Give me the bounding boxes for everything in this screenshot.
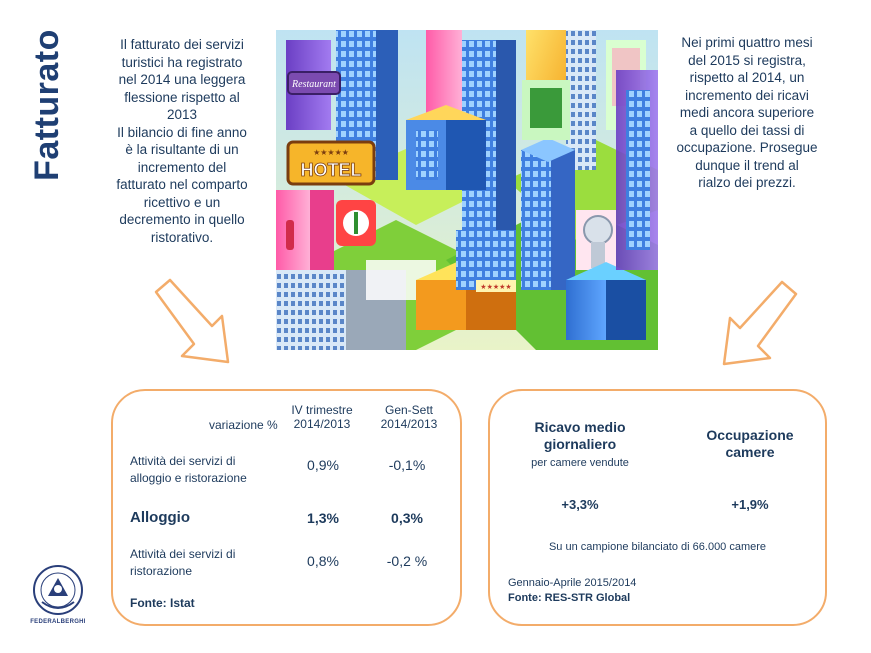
kpi-box: Ricavo medio giornaliero per camere vend… <box>488 389 827 626</box>
seal-icon <box>33 565 83 615</box>
col-header-line: Gen-Sett <box>384 403 434 417</box>
header-label: variazione % <box>209 418 278 432</box>
table-cell: 1,3% <box>307 510 339 526</box>
svg-text:★★★★★: ★★★★★ <box>313 148 349 157</box>
col-header-q4: IV trimestre 2014/2013 <box>281 403 363 431</box>
right-description: Nei primi quattro mesi del 2015 si regis… <box>668 34 826 192</box>
left-description: Il fatturato dei servizi turistici ha re… <box>106 36 258 246</box>
source-note: Fonte: Istat <box>130 596 195 610</box>
svg-text:★★★★★: ★★★★★ <box>480 283 511 291</box>
table-cell: 0,3% <box>391 510 423 526</box>
col-header-line: 2014/2013 <box>293 417 351 431</box>
text-line: del 2015 si registra, <box>688 52 806 68</box>
text-line: incremento del <box>137 159 227 175</box>
col-header-line: IV trimestre <box>291 403 353 417</box>
source-note: Fonte: RES-STR Global <box>508 592 631 604</box>
row-label-line: alloggio e ristorazione <box>130 471 247 485</box>
table-cell: 0,8% <box>307 553 339 569</box>
row-label-line: ristorazione <box>130 564 193 578</box>
text-line: flessione rispetto al <box>124 89 240 105</box>
text-line: Il bilancio di fine anno <box>117 124 247 140</box>
col-header-gen-sett: Gen-Sett 2014/2013 <box>373 403 445 431</box>
table-cell: -0,2 % <box>386 553 428 569</box>
text-line: fatturato nel comparto <box>116 177 248 192</box>
kpi-title-occupancy: Occupazione camere <box>680 427 820 461</box>
table-row-label: Alloggio <box>130 509 190 526</box>
period-note: Gennaio-Aprile 2015/2014 <box>508 577 637 589</box>
text-line: Il fatturato dei servizi <box>120 37 244 52</box>
kpi-title-line: giornaliero <box>543 436 617 452</box>
kpi-title-line: Ricavo medio <box>534 419 626 435</box>
restaurant-sign: Restaurant <box>291 79 336 90</box>
logo-label: FEDERALBERGHI <box>30 619 86 625</box>
table-cell: 0,9% <box>307 457 339 473</box>
text-line: nel 2014 una leggera <box>118 72 246 87</box>
sample-note: Su un campione bilanciato di 66.000 came… <box>548 541 767 553</box>
city-illustration: Restaurant ★★★★★ HOTEL ★★★★★ <box>276 30 658 350</box>
text-line: ricettivo e un <box>143 194 221 210</box>
text-line: Nei primi quattro mesi <box>681 35 813 50</box>
kpi-value-revenue: +3,3% <box>561 497 599 512</box>
kpi-title-line: Occupazione <box>706 427 794 443</box>
text-line: medi ancora superiore <box>679 105 815 120</box>
text-line: rialzo dei prezzi. <box>698 175 796 190</box>
text-line: turistici ha registrato <box>121 54 243 70</box>
city-illustration-svg: Restaurant ★★★★★ HOTEL ★★★★★ <box>276 30 658 350</box>
text-line: dunque il trend al <box>695 157 799 173</box>
kpi-title-revenue: Ricavo medio giornaliero <box>500 419 660 453</box>
row-label-line: Attività dei servizi di <box>130 547 236 561</box>
text-line: a quello dei tassi di <box>689 122 805 138</box>
text-line: incremento dei ricavi <box>685 87 809 103</box>
table-row-label: Attività dei servizi di ristorazione <box>130 546 235 580</box>
page-title: Fatturato <box>28 29 66 181</box>
text-line: è la risultante di un <box>125 142 239 157</box>
federalberghi-logo: FEDERALBERGHI <box>28 562 88 628</box>
hotel-sign: HOTEL <box>301 160 362 180</box>
text-line: decremento in quello <box>119 212 245 227</box>
text-line: rispetto al 2014, un <box>689 70 805 85</box>
table-row-label: Attività dei servizi di alloggio e risto… <box>130 453 247 487</box>
text-line: occupazione. Prosegue <box>676 140 818 155</box>
table-cell: -0,1% <box>388 457 426 473</box>
kpi-subtitle: per camere vendute <box>531 457 629 469</box>
left-arrow-icon <box>154 278 230 364</box>
istat-table-box: variazione % IV trimestre 2014/2013 Gen-… <box>111 389 462 626</box>
kpi-title-line: camere <box>725 444 775 460</box>
text-line: ristorativo. <box>150 229 214 245</box>
row-label-line: Attività dei servizi di <box>130 454 236 468</box>
right-arrow-icon <box>722 280 798 366</box>
col-header-line: 2014/2013 <box>380 417 438 431</box>
kpi-value-occupancy: +1,9% <box>731 497 769 512</box>
text-line: 2013 <box>166 107 198 122</box>
